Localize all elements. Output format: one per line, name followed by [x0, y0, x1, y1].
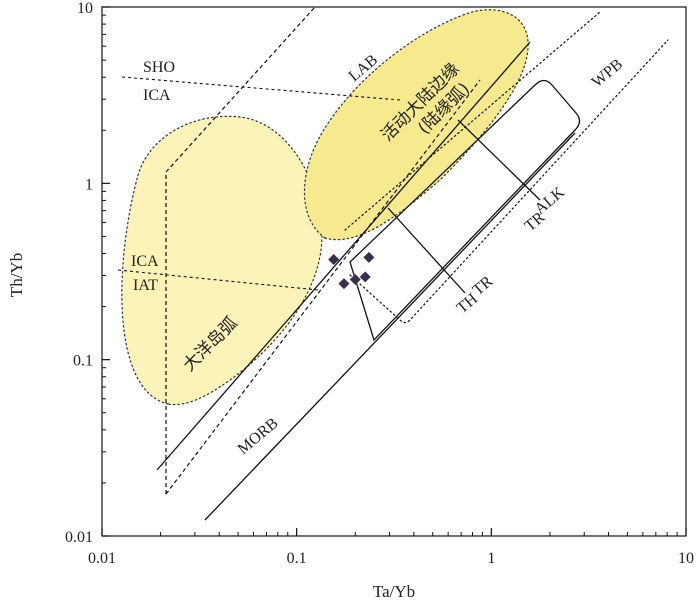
- ica-top-label: ICA: [143, 87, 171, 104]
- data-point-diamond: [328, 253, 340, 265]
- data-point-diamond: [359, 271, 371, 283]
- x-tick-label: 10: [678, 550, 694, 567]
- wpb-field-box: [349, 79, 581, 342]
- wpb-envelope: [344, 11, 601, 231]
- data-point-diamond: [363, 251, 375, 263]
- wpb-envelope-lower: [349, 39, 669, 324]
- axis-ticks: 0.01 0.1 1 10 0.01 0.1 1 10: [65, 0, 694, 567]
- tr-th-divider: [387, 207, 466, 294]
- data-points: [328, 251, 375, 290]
- dashed-lower-boundary: [165, 79, 481, 495]
- x-tick-label: 0.1: [287, 550, 307, 567]
- sho-ica-divider: [121, 76, 401, 101]
- x-tick-label: 0.01: [88, 550, 116, 567]
- iat-label: IAT: [133, 277, 158, 294]
- x-tick-label: 1: [487, 550, 495, 567]
- y-tick-label: 1: [85, 176, 93, 193]
- alk-tr-divider: [457, 119, 541, 201]
- mantle-array-upper: [156, 41, 531, 471]
- y-tick-label: 0.01: [65, 529, 93, 546]
- wpb-label: WPB: [589, 56, 626, 91]
- y-tick-label: 10: [77, 0, 93, 17]
- morb-label: MORB: [235, 415, 282, 458]
- oceanic-arc-region: [121, 115, 323, 406]
- plot-frame: [101, 6, 687, 537]
- x-axis-title: Ta/Yb: [373, 582, 415, 601]
- sho-label: SHO: [143, 59, 175, 76]
- active-margin-region: [303, 9, 529, 241]
- ica-mid-label: ICA: [131, 253, 159, 270]
- data-point-diamond: [349, 273, 361, 285]
- data-point-diamond: [338, 278, 350, 290]
- mantle-array-lower: [204, 132, 576, 521]
- y-tick-label: 0.1: [73, 353, 93, 370]
- dashed-array-boundary: [165, 7, 316, 494]
- y-axis-title: Th/Yb: [7, 253, 26, 297]
